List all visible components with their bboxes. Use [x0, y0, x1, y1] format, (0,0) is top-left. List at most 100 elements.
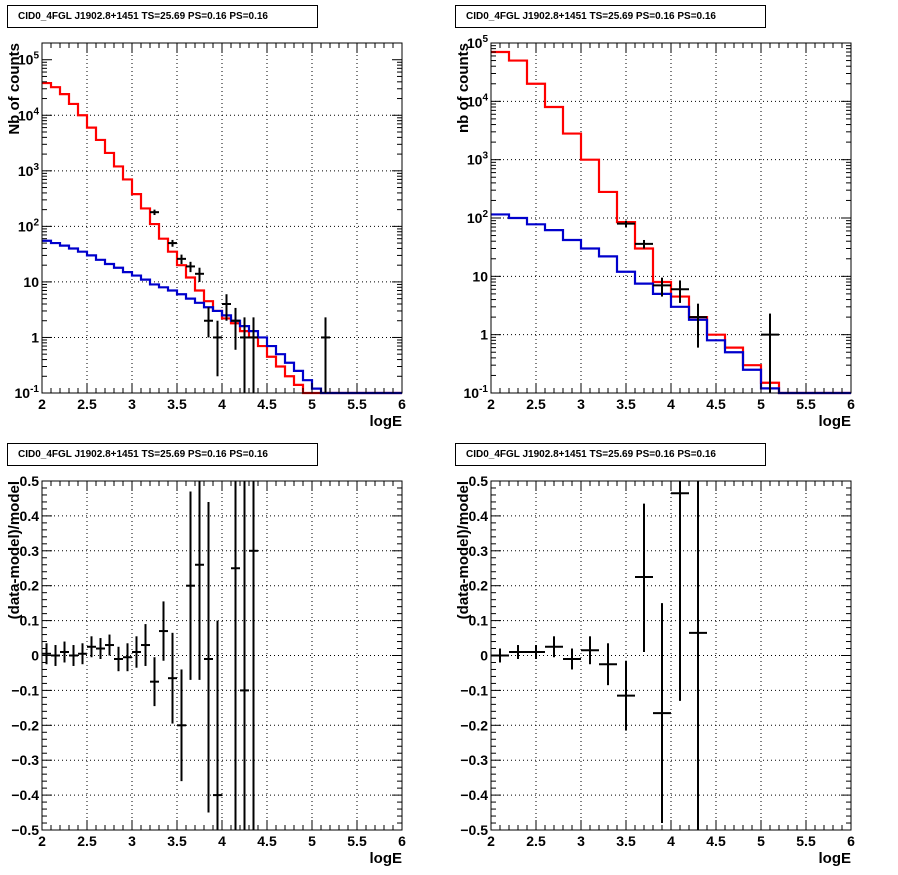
data-point: [51, 645, 60, 666]
x-tick-label: 5.5: [796, 396, 816, 412]
x-tick-label: 4.5: [706, 833, 726, 849]
x-tick-label: 2.5: [77, 833, 97, 849]
x-axis-label: logE: [819, 850, 852, 867]
x-axis-label: logE: [370, 850, 403, 867]
y-tick-label: −0.3: [11, 752, 39, 768]
y-tick-label: 0.3: [469, 543, 489, 559]
data-point: [42, 643, 51, 665]
y-tick-label: 10-1: [15, 384, 40, 401]
y-tick-label: −0.2: [11, 717, 39, 733]
x-tick-label: 3.5: [167, 396, 187, 412]
data-point: [60, 641, 69, 663]
data-point: [87, 636, 96, 658]
data-point: [249, 317, 258, 393]
data-point: [527, 645, 545, 659]
x-tick-label: 3: [577, 396, 585, 412]
data-point: [240, 317, 249, 393]
data-point: [213, 620, 222, 830]
y-tick-label: −0.5: [460, 822, 488, 838]
data-point: [671, 481, 689, 701]
y-tick-label: 0.2: [469, 578, 489, 594]
x-tick-label: 2: [38, 833, 46, 849]
chart-panel-4: 2 2.5 3 3.5 4 4.5 5 5.5 6 −0.5 −0.4 −0.3 −0.2 −0.1 0 0.…: [455, 473, 855, 867]
chart-title-3: CID0_4FGL J1902.8+1451 TS=25.69 PS=0.16 …: [7, 443, 318, 466]
y-tick-label: −0.4: [460, 787, 488, 803]
y-tick-label: 0.1: [20, 613, 40, 629]
data-point: [195, 481, 204, 680]
data-point: [150, 209, 159, 216]
y-tick-label: 103: [467, 151, 489, 168]
data-point: [123, 643, 132, 672]
data-point: [132, 636, 141, 668]
data-point: [177, 254, 186, 265]
data-point: [168, 239, 177, 247]
data-point: [168, 632, 177, 724]
x-tick-label: 2.5: [526, 396, 546, 412]
data-point: [635, 239, 653, 249]
data-point: [240, 481, 249, 830]
x-tick-label: 3: [128, 833, 136, 849]
y-tick-label: 1: [480, 327, 488, 343]
x-tick-label: 6: [398, 833, 406, 849]
data-point: [186, 261, 195, 273]
y-axis-label: Nb of counts: [6, 43, 23, 135]
data-point: [204, 501, 213, 813]
x-tick-label: 3.5: [616, 833, 636, 849]
x-tick-label: 4.5: [257, 396, 277, 412]
y-tick-label: −0.1: [11, 682, 39, 698]
y-axis-label: (data-model)/model: [455, 481, 472, 619]
chart-panel-1: 2 2.5 3 3.5 4 4.5 5 5.5 610-1110102103104105logE…: [6, 42, 406, 430]
y-tick-label: 0.4: [469, 508, 489, 524]
y-tick-label: 102: [18, 217, 40, 234]
x-tick-label: 2: [487, 396, 495, 412]
y-axis-label: (data-model)/model: [6, 481, 23, 619]
data-point: [186, 491, 195, 680]
y-tick-label: −0.4: [11, 787, 39, 803]
y-tick-label: 10-1: [464, 384, 489, 401]
x-tick-label: 3.5: [167, 833, 187, 849]
chart-panel-3: 2 2.5 3 3.5 4 4.5 5 5.5 6 −0.5 −0.4 −0.3 −0.2 −0.1 0 0.…: [6, 473, 406, 867]
data-point: [689, 481, 707, 830]
x-axis-label: logE: [819, 413, 852, 430]
x-tick-label: 5: [308, 833, 316, 849]
y-tick-label: 0.5: [469, 473, 489, 489]
data-point: [671, 280, 689, 303]
x-tick-label: 3: [128, 396, 136, 412]
x-tick-label: 4: [218, 833, 226, 849]
y-tick-label: 0.3: [20, 543, 40, 559]
chart-title-2: CID0_4FGL J1902.8+1451 TS=25.69 PS=0.16 …: [455, 5, 766, 28]
data-point: [159, 601, 168, 661]
x-axis-label: logE: [370, 413, 403, 430]
x-tick-label: 5.5: [796, 833, 816, 849]
y-tick-label: 102: [467, 209, 489, 226]
data-point: [509, 645, 527, 659]
x-tick-label: 6: [398, 396, 406, 412]
x-tick-label: 2.5: [526, 833, 546, 849]
y-tick-label: 0: [480, 648, 488, 664]
x-tick-label: 4: [667, 833, 675, 849]
x-tick-label: 5: [757, 396, 765, 412]
y-tick-label: 1: [31, 329, 39, 345]
data-point: [231, 307, 240, 350]
data-point: [581, 636, 599, 665]
x-tick-label: 6: [847, 396, 855, 412]
x-tick-label: 2: [487, 833, 495, 849]
data-point: [204, 307, 213, 338]
y-tick-label: −0.3: [460, 752, 488, 768]
data-point: [222, 294, 231, 321]
data-point: [69, 645, 78, 666]
y-tick-label: 0.2: [20, 578, 40, 594]
x-tick-label: 2.5: [77, 396, 97, 412]
data-point: [617, 660, 635, 731]
data-point: [761, 313, 779, 393]
x-tick-label: 4.5: [257, 833, 277, 849]
x-tick-label: 4: [667, 396, 675, 412]
y-tick-label: 10: [23, 274, 39, 290]
data-point: [195, 267, 204, 282]
data-point: [78, 643, 87, 665]
x-tick-label: 2: [38, 396, 46, 412]
data-point: [321, 317, 330, 393]
y-tick-label: −0.2: [460, 717, 488, 733]
histogram-series-1: [42, 81, 402, 395]
